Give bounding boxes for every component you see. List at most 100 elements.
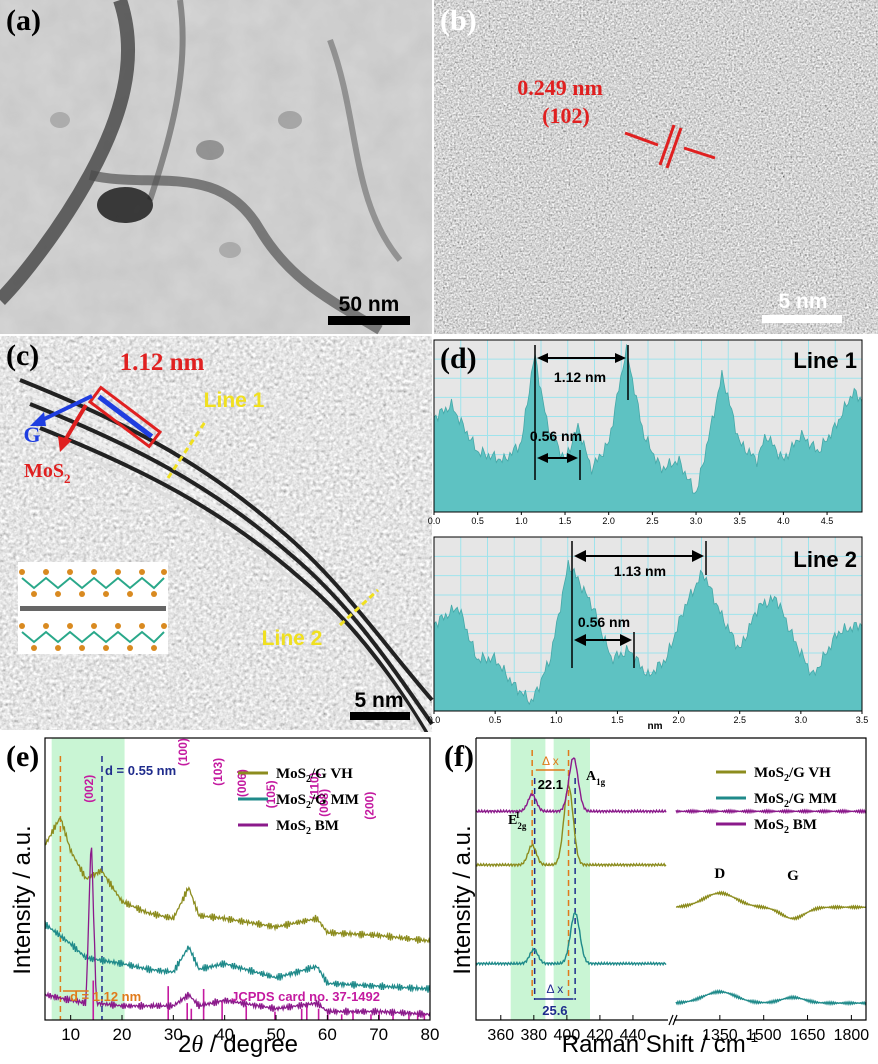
peak-label: (100) <box>176 738 190 766</box>
dx-bottom-symbol: Δ x <box>547 982 564 996</box>
panel-d-span2-bottom: 0.56 nm <box>578 614 630 630</box>
axis-break <box>668 1014 674 1026</box>
panel-d-span1-top: 1.12 nm <box>554 369 606 385</box>
x-tick-label: 0.0 <box>428 715 441 725</box>
panel-d-label: (d) <box>440 342 477 375</box>
panel-f-label: (f) <box>444 740 474 773</box>
peak-label: (002) <box>82 775 96 803</box>
panel-d-span2-top: 0.56 nm <box>530 428 582 444</box>
panel-c-scalebar-label: 5 nm <box>354 689 403 712</box>
panel-c-scalebar <box>350 712 410 720</box>
line1-marker <box>166 421 207 479</box>
d-band-label: D <box>714 866 725 882</box>
x-tick-label: 2.5 <box>646 516 659 526</box>
raman-series-right-2 <box>675 989 867 1007</box>
panel-b-lattice-marker <box>624 124 716 169</box>
band-e2g <box>510 738 546 1020</box>
panel-b-scalebar-label: 5 nm <box>778 290 827 313</box>
profile-frame <box>433 339 863 513</box>
peak-label: (200) <box>363 792 377 820</box>
x-tick-label: 70 <box>369 1025 388 1044</box>
x-tick-label: 30 <box>164 1025 183 1044</box>
dx-top-value: 22.1 <box>538 777 563 792</box>
line2-marker <box>338 588 380 627</box>
line-profile-2: 0.0 0.5 1.0 1.5 2.0 2.5 3.0 3.5 <box>428 536 869 725</box>
x-tick-label: 40 <box>215 1025 234 1044</box>
peak-label: (006) <box>235 769 249 797</box>
x-tick-label: 1.0 <box>550 715 563 725</box>
panel-c-fringes <box>19 378 434 749</box>
axis-right <box>476 737 867 1021</box>
g-arrow <box>37 394 93 424</box>
panel-e-ylabel: Intensity / a.u. <box>9 825 36 974</box>
x-tick-label: 420 <box>587 1027 614 1044</box>
panel-c-spacing: 1.12 nm <box>120 349 205 376</box>
panel-d-span1-bottom: 1.13 nm <box>614 563 666 579</box>
axes-frame <box>44 737 431 1021</box>
x-tick-label: 2.0 <box>672 715 685 725</box>
legend-label: MoS2 BM <box>276 818 339 837</box>
panel-e: 10 20 30 40 50 60 70 80 (002) (100) (103) (006) (105… <box>0 732 439 1059</box>
panel-e-d-bottom: d = 1.12 nm <box>70 989 141 1004</box>
profile-area <box>433 560 863 712</box>
legend-label: MoS2 BM <box>754 817 817 836</box>
panel-f-xlabel: Raman Shift / cm-1 <box>562 1029 759 1058</box>
panel-e-xlabel: 2θ / degree <box>178 1031 298 1058</box>
panel-e-label: (e) <box>6 740 39 773</box>
panel-b-plane: (102) <box>542 103 590 128</box>
x-tick-label: 50 <box>267 1025 286 1044</box>
legend-label: MoS2/G VH <box>276 766 353 785</box>
legend-label: MoS2/G MM <box>276 792 359 811</box>
structure-inset <box>18 562 168 654</box>
xrd-series-1 <box>44 816 431 944</box>
x-tick-label: 1800 <box>834 1027 870 1044</box>
panel-f-ylabel: Intensity / a.u. <box>449 825 476 974</box>
x-tick-label: 380 <box>520 1027 547 1044</box>
x-tick-label: 1.0 <box>515 516 528 526</box>
x-tick-label: 1.5 <box>559 516 572 526</box>
peak-label: (008) <box>317 789 331 817</box>
x-tick-label: 440 <box>620 1027 647 1044</box>
x-tick-label: 0.0 <box>428 516 441 526</box>
x-tick-label: 60 <box>318 1025 337 1044</box>
x-tick-label: 1650 <box>790 1027 826 1044</box>
panel-e-jcpds: JCPDS card no. 37-1492 <box>231 989 380 1004</box>
profile-frame <box>433 536 863 712</box>
panel-d-xunit: nm <box>648 721 663 732</box>
panel-c-line2: Line 2 <box>262 627 323 650</box>
x-tick-label: 0.5 <box>471 516 484 526</box>
a1g-label: A1g <box>586 769 606 787</box>
panel-a-scalebar <box>328 316 410 325</box>
x-tick-label: 4.5 <box>821 516 834 526</box>
raman-series-left-2 <box>475 911 667 967</box>
panel-f-legend: MoS2/G VH MoS2/G MM MoS2 BM <box>716 765 837 836</box>
panel-c: (c) 1.12 nm G MoS2 Line 1 Line 2 <box>0 336 434 749</box>
peak-label: (105) <box>264 780 278 808</box>
raman-series-right-3 <box>675 808 867 815</box>
panel-c-line1: Line 1 <box>204 389 265 412</box>
raman-series-left-1 <box>475 783 667 868</box>
x-tick-label: 1350 <box>702 1027 738 1044</box>
x-tick-label: 4.0 <box>777 516 790 526</box>
raman-series-left-3 <box>475 757 667 814</box>
panel-d-line1: Line 1 <box>793 348 857 373</box>
profile-area <box>433 344 863 513</box>
x-tick-label: 400 <box>554 1027 581 1044</box>
panel-b-scalebar <box>762 315 842 323</box>
x-tick-label: 0.5 <box>489 715 502 725</box>
panel-b-label: (b) <box>440 4 477 37</box>
peak-label: (110) <box>308 772 322 799</box>
dx-top-symbol: Δ x <box>542 754 559 768</box>
panel-c-g-label: G <box>23 422 40 447</box>
line-profile-1: 0.0 0.5 1.0 1.5 2.0 2.5 3.0 3.5 4.0 4.5 <box>428 339 863 526</box>
panel-c-mos2-label: MoS2 <box>24 460 71 486</box>
xrd-chart: 10 20 30 40 50 60 70 80 (002) (100) (103) (006) (105… <box>44 737 439 1044</box>
panel-b: (b) 0.249 nm (102) 5 nm <box>434 0 878 334</box>
legend-label: MoS2/G MM <box>754 791 837 810</box>
xrd-series-2 <box>44 920 431 993</box>
e2g-label: E2g1 <box>508 810 527 831</box>
x-tick-label: 2.5 <box>733 715 746 725</box>
x-tick-label: 3.5 <box>856 715 869 725</box>
panel-e-legend: MoS2/G VH MoS2/G MM MoS2 BM <box>238 766 359 837</box>
